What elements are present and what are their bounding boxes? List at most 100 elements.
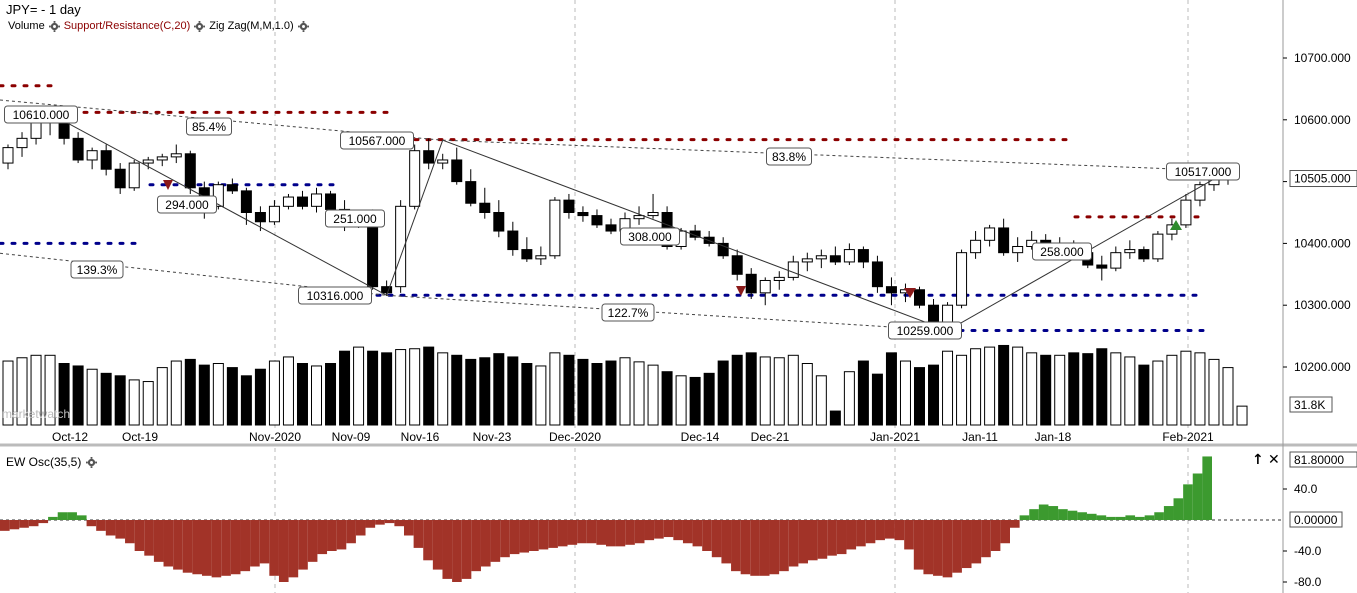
osc-bar [1106, 516, 1116, 520]
candle-body[interactable] [928, 304, 940, 325]
volume-bar [381, 352, 393, 426]
candle-body[interactable] [1138, 249, 1150, 260]
osc-bar [817, 520, 828, 559]
candle-body[interactable] [787, 261, 799, 278]
candle-body[interactable] [633, 215, 645, 220]
candle-body[interactable] [226, 184, 238, 192]
indicator-support-resistance[interactable]: Support/Resistance(C,20) [63, 20, 191, 32]
indicator-volume[interactable]: Volume [8, 20, 45, 32]
candle-body[interactable] [128, 162, 140, 189]
candle-body[interactable] [942, 304, 954, 325]
candle-body[interactable] [1124, 249, 1136, 254]
candle-body[interactable] [984, 227, 996, 241]
candle-body[interactable] [913, 289, 925, 306]
osc-bar [731, 520, 741, 572]
gear-icon[interactable] [297, 20, 309, 32]
candle-body[interactable] [86, 150, 98, 161]
candle-body[interactable] [2, 147, 14, 164]
oscillator-label[interactable]: EW Osc(35,5) [6, 455, 82, 469]
candle-body[interactable] [240, 190, 252, 213]
candle-body[interactable] [296, 196, 308, 207]
candle-body[interactable] [142, 159, 154, 164]
candle-body[interactable] [1012, 245, 1024, 254]
osc-bar [432, 520, 443, 570]
candle-body[interactable] [100, 150, 112, 170]
candle-body[interactable] [521, 249, 533, 260]
candle-body[interactable] [114, 168, 126, 189]
candle-body[interactable] [885, 286, 897, 294]
gear-icon[interactable] [194, 20, 206, 32]
candle-body[interactable] [1180, 199, 1192, 226]
osc-bar [115, 520, 126, 539]
candle-body[interactable] [1110, 252, 1122, 269]
candle-body[interactable] [563, 199, 575, 213]
candle-body[interactable] [507, 230, 519, 251]
candle-body[interactable] [1152, 233, 1164, 260]
candle-body[interactable] [591, 215, 603, 226]
candle-body[interactable] [437, 159, 449, 164]
candle-body[interactable] [801, 258, 813, 263]
candle-body[interactable] [647, 212, 659, 217]
candle-body[interactable] [731, 255, 743, 275]
candle-body[interactable] [857, 249, 869, 263]
candle-body[interactable] [815, 255, 827, 260]
candle-body[interactable] [311, 193, 323, 207]
candle-body[interactable] [759, 279, 771, 294]
zigzag-point-label-box [1166, 162, 1240, 181]
osc-bar [606, 520, 616, 547]
osc-tick-label: -80.0 [1294, 575, 1322, 589]
indicator-legend: Volume Support/Resistance(C,20) Zig Zag(… [8, 20, 309, 32]
candle-body[interactable] [156, 156, 168, 161]
candle-body[interactable] [170, 153, 182, 158]
volume-bar [100, 372, 112, 426]
candle-body[interactable] [465, 181, 477, 204]
osc-bar [865, 520, 876, 544]
candle-body[interactable] [773, 276, 785, 281]
candle-body[interactable] [843, 249, 855, 263]
candle-body[interactable] [395, 205, 407, 288]
candle-body[interactable] [549, 199, 561, 257]
gear-icon[interactable] [48, 20, 60, 32]
candle-body[interactable] [689, 230, 701, 238]
candle-body[interactable] [325, 193, 337, 210]
candle-body[interactable] [871, 261, 883, 288]
candle-body[interactable] [1096, 264, 1108, 269]
candle-body[interactable] [381, 286, 393, 294]
candle-body[interactable] [282, 196, 294, 207]
candle-body[interactable] [184, 153, 196, 189]
candle-body[interactable] [30, 122, 42, 139]
candle-body[interactable] [254, 212, 266, 223]
volume-bar [1138, 364, 1150, 426]
candle-body[interactable] [535, 255, 547, 260]
candle-body[interactable] [1194, 184, 1206, 201]
candle-body[interactable] [451, 159, 463, 183]
volume-bar [72, 365, 84, 426]
close-icon[interactable]: ✕ [1268, 452, 1280, 468]
osc-bar [798, 520, 808, 564]
candle-body[interactable] [409, 150, 421, 207]
candle-body[interactable] [605, 224, 617, 232]
candle-body[interactable] [717, 242, 729, 257]
gear-icon[interactable] [86, 456, 98, 468]
volume-bar [1180, 350, 1192, 426]
candle-body[interactable] [479, 202, 491, 213]
volume-bar [857, 360, 869, 426]
candle-body[interactable] [998, 227, 1010, 254]
candle-body[interactable] [745, 273, 757, 294]
osc-bar [461, 520, 472, 579]
candle-body[interactable] [970, 239, 982, 254]
candle-body[interactable] [16, 137, 28, 149]
candle-body[interactable] [829, 255, 841, 263]
osc-bar [519, 520, 530, 553]
candle-body[interactable] [956, 252, 968, 306]
candle-body[interactable] [577, 212, 589, 217]
candle-body[interactable] [493, 212, 505, 232]
candle-body[interactable] [268, 205, 280, 223]
osc-bar [1000, 520, 1010, 544]
indicator-zigzag[interactable]: Zig Zag(M,M,1.0) [209, 20, 294, 32]
arrow-up-icon[interactable]: ↑ [1252, 452, 1264, 468]
candle-body[interactable] [423, 150, 435, 164]
retracement-label: 83.8% [772, 150, 806, 164]
volume-bar [1236, 405, 1248, 426]
candle-body[interactable] [72, 137, 84, 161]
